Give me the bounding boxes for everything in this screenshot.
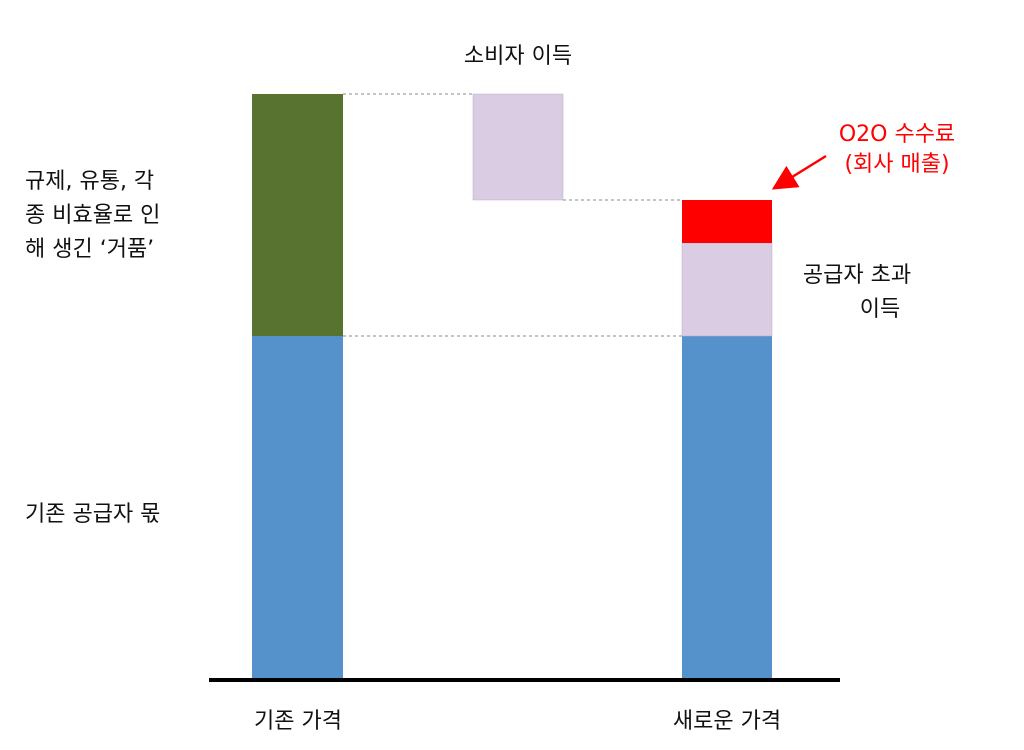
old-supplier-block (252, 336, 343, 678)
fee-label: (회사 매출) (844, 152, 949, 177)
supplier-surplus-label: 공급자 초과 (803, 263, 911, 288)
column-label: 새로운 가격 (673, 709, 781, 734)
bubble-label: 종 비효율로 인 (25, 203, 160, 228)
new-supplier-block (682, 336, 772, 678)
bubble-label: 해 생긴 ‘거품’ (25, 237, 154, 262)
column-label: 기존 가격 (254, 709, 342, 734)
fee-block (682, 200, 772, 243)
supplier-surplus-label: 이득 (860, 297, 900, 322)
fee-arrow (771, 154, 827, 190)
supplier-surplus-block (681, 242, 773, 337)
fee-label: O2O 수수료 (839, 122, 955, 147)
bubble-label: 규제, 유통, 각 (25, 169, 154, 194)
consumer-gain-block (472, 93, 564, 201)
consumer-gain-label: 소비자 이득 (464, 44, 572, 69)
bubble-block (252, 94, 343, 336)
supplier-share-label: 기존 공급자 몫 (25, 502, 160, 527)
